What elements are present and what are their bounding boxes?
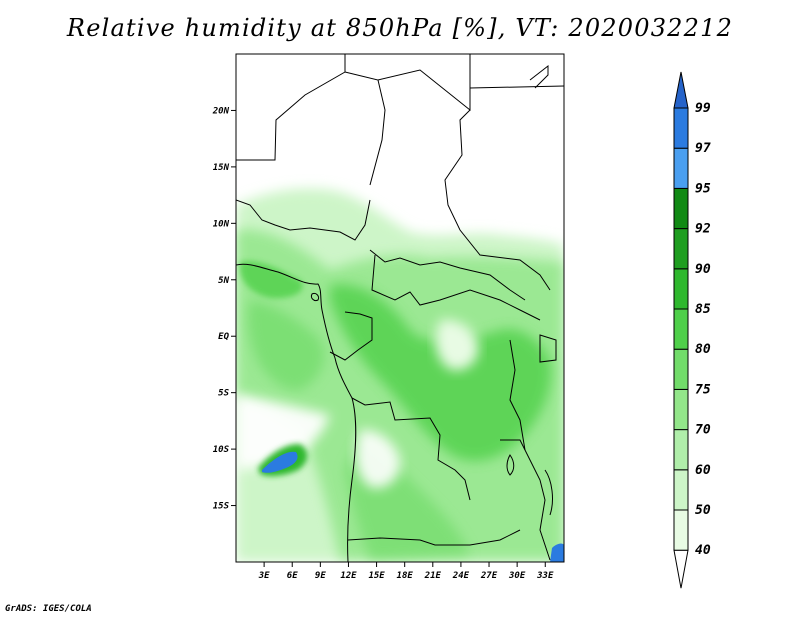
colorbar-segment	[673, 388, 689, 431]
lake-victoria	[539, 334, 557, 363]
lat-tick-label: 15S	[213, 502, 230, 512]
lat-tick-label: 10S	[213, 445, 230, 455]
colorbar-segment	[673, 107, 689, 149]
sudan-chad-border	[444, 109, 551, 291]
colorbar-over-arrow	[673, 71, 689, 109]
rh-80-gulf-zone	[248, 300, 324, 391]
colorbar-segment	[673, 509, 689, 551]
political-boundaries	[236, 54, 564, 562]
lon-tick-label: 24E	[452, 571, 470, 581]
lon-tick-label: 18E	[397, 571, 414, 581]
colorbar-label: 85	[695, 302, 711, 317]
gabon-congo-border	[329, 311, 373, 361]
grads-credit: GrADS: IGES/COLA	[5, 604, 92, 614]
sahel-borders	[236, 199, 371, 241]
algeria-mali-border	[236, 54, 346, 161]
lake-malawi	[544, 469, 553, 516]
colorbar-label: 99	[695, 101, 711, 116]
lon-tick-label: 3E	[258, 571, 270, 581]
colorbar-label: 80	[695, 342, 711, 357]
colorbar-segment	[673, 268, 689, 310]
car-drc-border	[371, 254, 541, 321]
map-plot-area: 20N 15N 10N 5N EQ 5S 10S 15S 3E 6E 9E 12E 15E 18E 21E…	[212, 53, 565, 581]
page-title: Relative humidity at 850hPa [%], VT: 202…	[66, 14, 734, 42]
colorbar: 40 50 60 70 75 80 85 90 92 95 97 99	[673, 71, 711, 589]
great-lakes-outline	[509, 339, 526, 451]
colorbar-segment	[673, 308, 689, 350]
colorbar-segment	[673, 228, 689, 270]
lon-tick-label: 12E	[340, 571, 357, 581]
niger-border	[344, 71, 386, 186]
lake-tanganyika	[506, 454, 515, 476]
colorbar-label: 40	[695, 543, 711, 558]
colorbar-label: 70	[695, 423, 711, 438]
colorbar-under-arrow	[673, 549, 689, 589]
lon-tick-label: 27E	[480, 571, 498, 581]
colorbar-label: 75	[695, 382, 711, 397]
lat-tick-label: 20N	[212, 106, 230, 116]
colorbar-segment	[673, 348, 689, 390]
car-northern-border	[369, 249, 526, 301]
rh-40-dry-patch	[355, 429, 401, 489]
colorbar-label: 97	[695, 141, 711, 156]
longitude-axis: 3E 6E 9E 12E 15E 18E 21E 24E 27E 30E 33E	[258, 562, 554, 581]
bioko-island	[311, 293, 319, 301]
atlantic-coastline	[236, 263, 357, 562]
lon-tick-label: 9E	[315, 571, 326, 581]
rh-99-atlantic-patch	[262, 451, 298, 473]
colorbar-segment	[673, 469, 689, 511]
namibia-zambia-border	[347, 529, 521, 546]
rh-85-congo-basin	[330, 284, 551, 461]
lon-tick-label: 33E	[536, 571, 554, 581]
zambia-tanzania-border	[500, 439, 551, 561]
lat-tick-label: EQ	[218, 332, 229, 342]
latitude-axis: 20N 15N 10N 5N EQ 5S 10S 15S	[212, 106, 236, 512]
lat-tick-label: 10N	[213, 219, 230, 229]
lat-tick-label: 5S	[218, 389, 229, 399]
angola-drc-border	[351, 397, 471, 501]
lon-tick-label: 21E	[424, 571, 442, 581]
colorbar-label: 50	[695, 503, 711, 518]
lon-tick-label: 30E	[508, 571, 526, 581]
lat-tick-label: 5N	[218, 276, 229, 286]
rh-99-corner-patch	[550, 543, 564, 562]
colorbar-label: 92	[695, 222, 711, 237]
colorbar-segment	[673, 187, 689, 230]
rh-dry-atlantic	[236, 395, 330, 470]
lon-tick-label: 6E	[287, 571, 298, 581]
egypt-sudan-border	[469, 85, 564, 89]
lat-tick-label: 15N	[213, 163, 230, 173]
colorbar-label: 90	[695, 262, 711, 277]
rh-85-west-coast	[240, 261, 303, 299]
colorbar-segment	[673, 429, 689, 471]
libya-border	[377, 54, 471, 112]
humidity-field	[236, 188, 564, 562]
rh-50-dry-patch	[435, 319, 479, 371]
northeast-coast-fragment	[529, 64, 549, 89]
colorbar-segment	[673, 147, 689, 189]
colorbar-label: 60	[695, 463, 711, 478]
plot-frame	[235, 53, 565, 563]
lon-tick-label: 15E	[368, 571, 385, 581]
colorbar-label: 95	[695, 181, 711, 196]
